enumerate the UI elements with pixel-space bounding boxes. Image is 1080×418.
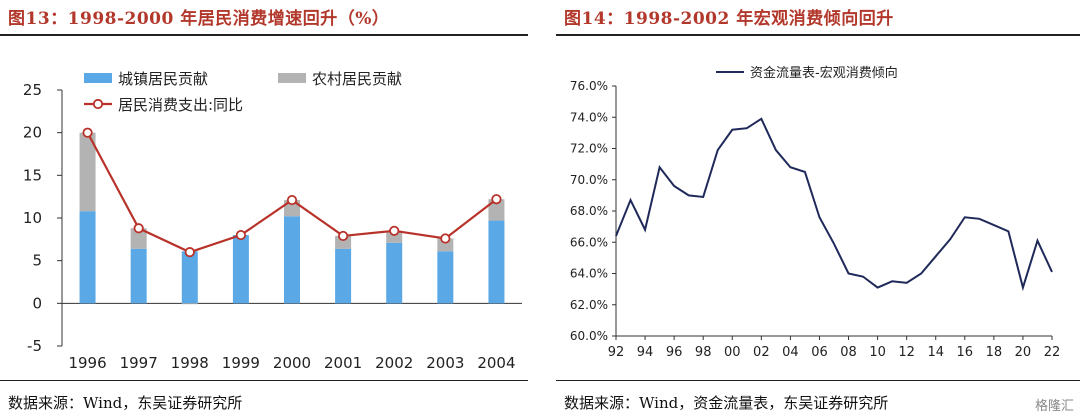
x-tick-label: 94	[637, 345, 654, 360]
line-point	[235, 229, 246, 241]
x-tick-label: 08	[840, 345, 857, 360]
bar-rural	[335, 235, 352, 249]
legend-label-yoy: 居民消费支出:同比	[118, 96, 243, 114]
title-rule	[0, 34, 528, 36]
y-tick-label: 0	[32, 294, 42, 312]
x-tick-label: 22	[1044, 345, 1061, 360]
x-tick-label: 18	[986, 345, 1003, 360]
x-tick-label: 1998	[171, 354, 209, 372]
y-tick-label: 72.0%	[570, 142, 608, 156]
bar-rural	[437, 238, 454, 252]
source-rule	[556, 380, 1080, 381]
legend-swatch-urban	[84, 73, 112, 83]
x-tick-label: 00	[724, 345, 741, 360]
x-tick-label: 1996	[68, 354, 106, 372]
y-tick-label: 74.0%	[570, 110, 608, 124]
y-tick-label: 15	[23, 166, 42, 184]
y-tick-label: 5	[32, 252, 42, 270]
bar-rural	[488, 199, 505, 221]
source-rule	[0, 380, 528, 381]
y-tick-label: 25	[23, 81, 42, 99]
bar-rural	[386, 230, 403, 243]
bar-rural	[181, 303, 198, 305]
line-point	[133, 223, 144, 234]
y-tick-label: 10	[23, 209, 42, 227]
x-tick-label: 20	[1015, 345, 1032, 360]
line-point	[440, 233, 451, 244]
x-tick-label: 10	[869, 345, 886, 360]
x-tick-label: 92	[608, 345, 625, 360]
watermark: 格隆汇	[1034, 399, 1074, 414]
figure-13-title: 图13：1998-2000 年居民消费增速回升（%）	[8, 9, 390, 29]
y-tick-label: -5	[27, 337, 42, 355]
figure-14-source: 数据来源：Wind，资金流量表，东吴证券研究所	[564, 394, 889, 412]
x-tick-label: 1999	[222, 354, 260, 372]
y-tick-label: 70.0%	[570, 173, 608, 187]
line-point	[184, 247, 195, 258]
x-tick-label: 2003	[426, 354, 464, 372]
bar-urban	[386, 242, 403, 304]
y-tick-label: 76.0%	[570, 79, 608, 93]
y-tick-label: 20	[23, 124, 42, 142]
legend-label-urban: 城镇居民贡献	[118, 70, 208, 88]
title-rule	[556, 34, 1080, 36]
x-tick-label: 96	[666, 345, 683, 360]
x-tick-label: 2004	[477, 354, 515, 372]
line-point	[286, 194, 298, 206]
x-tick-label: 04	[782, 345, 799, 360]
x-tick-label: 14	[927, 345, 944, 360]
x-tick-label: 98	[695, 345, 712, 360]
x-tick-label: 16	[957, 345, 974, 360]
x-tick-label: 1997	[120, 354, 158, 372]
x-tick-label: 2000	[273, 354, 311, 372]
bar-rural	[79, 132, 96, 212]
legend-swatch-rural	[278, 73, 306, 83]
x-tick-label: 12	[898, 345, 915, 360]
x-tick-label: 02	[753, 345, 770, 360]
bar-urban	[488, 220, 505, 304]
consumption-propensity-chart: 60.0% 62.0% 64.0% 66.0% 68.0% 70.0% 72.0% 74.0%…	[570, 65, 1061, 360]
bar-urban	[130, 248, 147, 304]
y-tick-label: 60.0%	[570, 329, 608, 343]
x-tick-label: 06	[811, 345, 828, 360]
line-consumption-propensity	[615, 117, 1053, 292]
line-point	[389, 225, 400, 236]
x-tick-label: 2001	[324, 354, 362, 372]
legend-marker-yoy	[92, 98, 104, 110]
line-point	[82, 127, 93, 138]
y-tick-label: 68.0%	[570, 204, 608, 218]
line-point	[491, 194, 502, 205]
bar-urban	[181, 251, 198, 304]
figure-14-title: 图14：1998-2002 年宏观消费倾向回升	[564, 9, 894, 29]
consumption-growth-chart: -5 0 5 10 15 20 25 1996 1997 1998 1999 2000 2001 2002…	[23, 70, 522, 372]
y-tick-label: 62.0%	[570, 298, 608, 312]
line-point	[338, 230, 349, 242]
bar-urban	[232, 235, 249, 304]
y-tick-label: 64.0%	[570, 267, 608, 281]
bar-urban	[437, 251, 454, 304]
x-tick-label: 2002	[375, 354, 413, 372]
legend-label: 资金流量表-宏观消费倾向	[750, 65, 898, 81]
bar-urban	[284, 216, 300, 304]
bar-urban	[335, 248, 352, 304]
legend-label-rural: 农村居民贡献	[312, 70, 402, 88]
figure-14-panel: 图14：1998-2002 年宏观消费倾向回升 60.0% 62.0% 64.0% 6…	[556, 0, 1080, 418]
bar-rural	[130, 228, 147, 249]
y-tick-label: 66.0%	[570, 235, 608, 249]
figure-13-source: 数据来源：Wind，东吴证券研究所	[8, 394, 243, 412]
figure-13-panel: 图13：1998-2000 年居民消费增速回升（%） -5 0 5 10 15 20 25 1…	[0, 0, 528, 418]
bar-urban	[79, 211, 96, 304]
